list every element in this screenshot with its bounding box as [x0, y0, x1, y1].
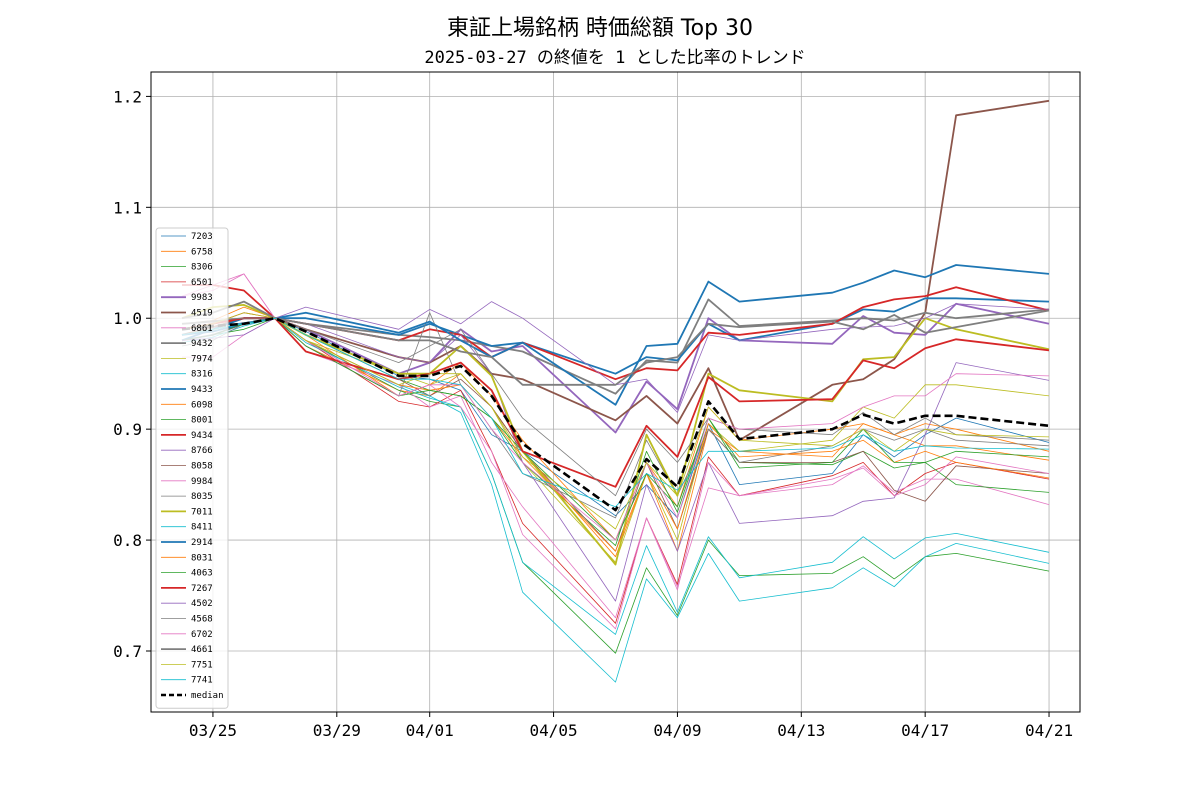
legend-label-9983: 9983 — [191, 293, 213, 303]
legend-label-4661: 4661 — [191, 645, 213, 655]
y-tick-label: 1.1 — [113, 198, 142, 217]
series-line-9433 — [181, 297, 1050, 375]
x-tick-label: 04/17 — [901, 721, 949, 740]
series-line-4568 — [181, 317, 1050, 497]
x-tick-label: 04/13 — [777, 721, 825, 740]
legend-label-median: median — [191, 691, 224, 701]
legend: 7203 6758 8306 6501 9983 4519 6861 9432 7974 8316… — [155, 227, 229, 709]
series-line-8316 — [181, 317, 1050, 635]
y-tick-label: 0.8 — [113, 531, 142, 550]
x-tick-label: 04/05 — [529, 721, 577, 740]
legend-label-8306: 8306 — [191, 263, 213, 273]
legend-label-8031: 8031 — [191, 553, 213, 563]
legend-label-6758: 6758 — [191, 247, 213, 257]
legend-label-7741: 7741 — [191, 676, 213, 686]
legend-label-7011: 7011 — [191, 507, 213, 517]
y-tick-label: 0.9 — [113, 420, 142, 439]
legend-label-9433: 9433 — [191, 385, 213, 395]
legend-label-8035: 8035 — [191, 492, 213, 502]
x-tick-label: 04/09 — [653, 721, 701, 740]
chart-title: 東証上場銘柄 時価総額 Top 30 — [447, 16, 753, 41]
legend-label-6098: 6098 — [191, 400, 213, 410]
legend-label-2914: 2914 — [191, 538, 213, 548]
legend-label-9984: 9984 — [191, 477, 213, 487]
x-tick-label: 04/21 — [1025, 721, 1073, 740]
legend-label-4519: 4519 — [191, 309, 213, 319]
legend-label-4502: 4502 — [191, 599, 213, 609]
legend-label-4568: 4568 — [191, 615, 213, 625]
series-line-7267 — [181, 317, 1050, 488]
legend-label-8058: 8058 — [191, 462, 213, 472]
legend-label-8411: 8411 — [191, 523, 213, 533]
x-tick-label: 03/25 — [189, 721, 237, 740]
legend-label-7267: 7267 — [191, 584, 213, 594]
legend-label-4063: 4063 — [191, 569, 213, 579]
y-tick-label: 1.0 — [113, 309, 142, 328]
series-line-7741 — [181, 317, 1050, 508]
legend-label-7203: 7203 — [191, 232, 213, 242]
legend-label-9434: 9434 — [191, 431, 213, 441]
chart-subtitle: 2025-03-27 の終値を 1 とした比率のトレンド — [424, 48, 805, 68]
legend-label-8766: 8766 — [191, 446, 213, 456]
x-tick-label: 03/29 — [313, 721, 361, 740]
legend-label-6501: 6501 — [191, 278, 213, 288]
y-tick-label: 1.2 — [113, 87, 142, 106]
series-line-2914 — [181, 264, 1050, 406]
legend-label-7751: 7751 — [191, 660, 213, 670]
axis-ticks: 03/25 03/29 04/01 04/05 04/09 04/13 04/17 04/21… — [113, 87, 1073, 740]
x-tick-label: 04/01 — [406, 721, 454, 740]
legend-label-8316: 8316 — [191, 370, 213, 380]
series-line-7751 — [181, 312, 1050, 530]
legend-label-9432: 9432 — [191, 339, 213, 349]
plot-frame — [150, 71, 1081, 713]
series-lines — [181, 99, 1050, 683]
legend-label-7974: 7974 — [191, 354, 213, 364]
series-line-4661 — [181, 300, 1050, 386]
legend-label-6861: 6861 — [191, 324, 213, 334]
legend-label-6702: 6702 — [191, 630, 213, 640]
y-tick-label: 0.7 — [113, 642, 142, 661]
series-line-median — [181, 316, 1050, 512]
legend-label-8001: 8001 — [191, 416, 213, 426]
